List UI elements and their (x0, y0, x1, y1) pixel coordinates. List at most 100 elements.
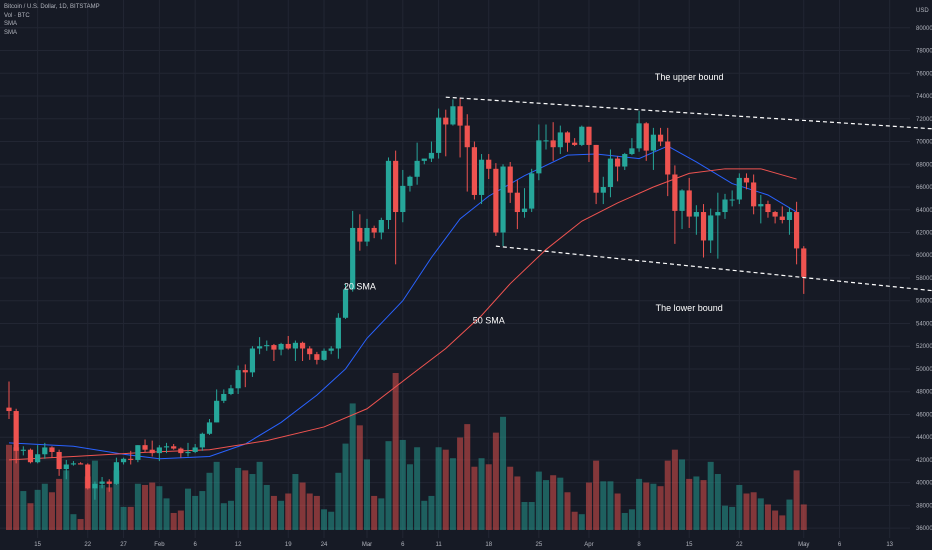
sma-20-line (8, 145, 797, 460)
candle-body (228, 388, 234, 394)
candle-body (400, 185, 406, 213)
volume-bar (213, 461, 220, 530)
candle-body (564, 132, 571, 143)
price-tick-label: 76000 (916, 71, 932, 77)
moving-averages (8, 145, 797, 461)
candle-body (801, 248, 807, 277)
volume-indicator-label[interactable]: Vol · BTC (4, 12, 30, 19)
annotation-label: 50 SMA (473, 315, 505, 325)
volume-bar (457, 437, 464, 530)
candle-body (514, 192, 520, 213)
date-tick-label: 6 (193, 542, 197, 548)
candle-body (700, 212, 707, 241)
candle-body (765, 204, 771, 213)
candle-body (708, 215, 714, 241)
candle-body (751, 182, 757, 207)
date-tick-label: Feb (154, 542, 165, 548)
price-tick-label: 46000 (916, 412, 932, 418)
volume-bar (99, 484, 106, 530)
volume-bar (56, 478, 63, 530)
candle-body (292, 342, 298, 349)
candle-body (49, 447, 55, 452)
volume-bar (707, 461, 714, 530)
candle-body (572, 142, 578, 145)
candle-body (529, 173, 535, 209)
volume-bar (557, 477, 564, 530)
candle-body (20, 449, 26, 451)
candle-body (471, 147, 477, 195)
volume-bar (278, 500, 285, 530)
sma-indicator-label[interactable]: SMA (4, 21, 18, 27)
candle-body (679, 190, 685, 211)
volume-bar (84, 476, 91, 530)
volume-bar (786, 499, 793, 530)
price-tick-label: 72000 (916, 117, 932, 123)
price-tick-label: 68000 (916, 162, 932, 168)
candle-body (13, 411, 19, 451)
candle-body (579, 126, 585, 145)
price-tick-label: 58000 (916, 276, 932, 282)
sma-indicator-label-2[interactable]: SMA (4, 29, 18, 36)
volume-bar (800, 504, 807, 530)
trend-bounds (445, 96, 932, 292)
volume-bar (163, 498, 170, 530)
candle-body (672, 174, 678, 211)
candle-body (242, 370, 248, 373)
price-tick-label: 62000 (916, 230, 932, 236)
price-tick-label: 60000 (916, 253, 932, 259)
candle-body (257, 346, 263, 349)
candle-body (371, 227, 377, 233)
candle-body (414, 160, 420, 177)
date-tick-label: 22 (736, 542, 743, 548)
candle-body (629, 148, 635, 155)
volume-bar (492, 432, 499, 530)
symbol-title[interactable]: Bitcoin / U.S. Dollar, 1D, BITSTAMP (4, 4, 100, 10)
candle-body (421, 158, 427, 161)
price-tick-label: 36000 (916, 526, 932, 532)
volume-bar (328, 511, 335, 530)
volume-bar (127, 506, 134, 530)
price-tick-label: 56000 (916, 299, 932, 305)
volume-bar (757, 498, 764, 530)
volume-bar (671, 449, 678, 530)
volume-bar (220, 503, 227, 530)
volume-bar (550, 475, 557, 530)
volume-bar (177, 510, 184, 530)
annotation-label: The lower bound (656, 303, 723, 313)
volume-bar (313, 495, 320, 530)
volume-bar (442, 449, 449, 530)
time-axis[interactable]: 15 22 27 Feb 6 12 19 24 Mar 6 11 18 25 Apr 8 15 22 May 6 13… (34, 542, 932, 548)
price-axis[interactable]: 36000 38000 40000 42000 44000 46000 48000 50000… (916, 26, 932, 532)
volume-bar (507, 466, 514, 530)
candle-body (249, 348, 256, 373)
volume-bar (156, 486, 163, 530)
candle-body (342, 289, 349, 318)
volume-bar (500, 416, 507, 530)
volume-bar (435, 447, 442, 530)
candle-body (357, 227, 363, 242)
candle-body (56, 451, 62, 470)
date-tick-label: Mar (362, 542, 372, 548)
candle-body (78, 463, 84, 465)
volume-bar (700, 480, 707, 530)
candles (6, 98, 807, 500)
candle-body (221, 393, 227, 401)
volume-bar (227, 500, 234, 530)
volume-bar (664, 460, 671, 530)
volume-bar (414, 447, 421, 530)
price-tick-label: 38000 (916, 503, 932, 509)
candle-body (113, 462, 119, 484)
volume-bar (378, 498, 385, 530)
date-tick-label: 8 (637, 542, 641, 548)
volume-bar (371, 495, 378, 530)
date-tick-label: 11 (435, 542, 442, 548)
annotation-label: 20 SMA (344, 281, 376, 291)
candle-body (171, 446, 177, 449)
volume-bar (722, 505, 728, 530)
price-tick-label: 48000 (916, 390, 932, 396)
candle-body (722, 199, 728, 213)
volume-bar (249, 474, 256, 530)
volume-bar (607, 481, 614, 530)
candle-body (657, 134, 664, 142)
